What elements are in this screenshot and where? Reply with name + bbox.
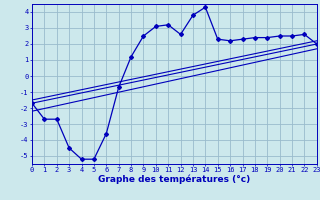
X-axis label: Graphe des températures (°c): Graphe des températures (°c) [98, 175, 251, 184]
